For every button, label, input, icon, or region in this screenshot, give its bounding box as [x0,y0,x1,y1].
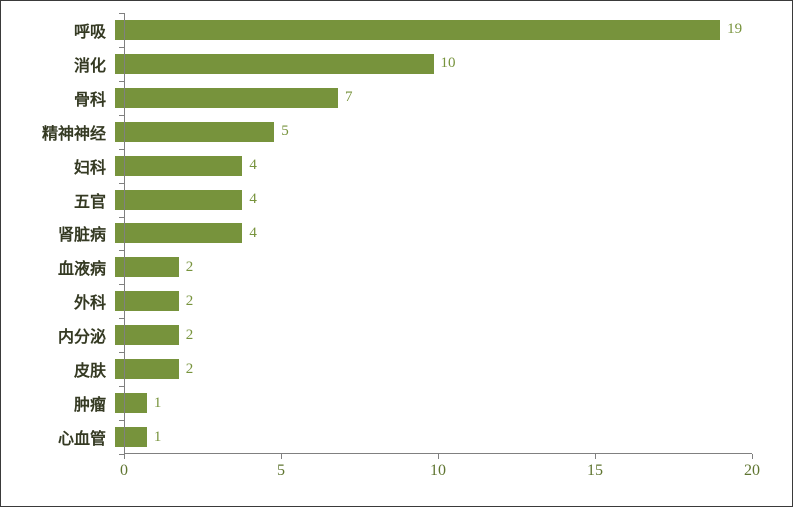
y-axis-tick-mark [119,352,124,354]
bar-track: 1 [115,386,752,420]
x-axis-tick-label: 10 [430,462,446,479]
chart-row: 肾脏病 4 [15,217,752,251]
bar-track: 2 [115,250,752,284]
y-axis-tick-mark [119,46,124,48]
bar-track: 4 [115,149,752,183]
y-axis-tick-mark [119,386,124,388]
x-axis-ticks: 0 5 10 15 20 [120,454,760,506]
y-axis-tick-mark [119,13,124,14]
chart-row: 血液病 2 [15,250,752,284]
category-label: 心血管 [57,431,106,449]
category-label: 消化 [73,57,106,75]
y-axis-tick-mark [119,250,124,252]
category-label: 肾脏病 [57,227,106,245]
chart-row: 妇科 4 [15,149,752,183]
y-axis-tick-mark [119,80,124,82]
value-label: 2 [185,258,194,275]
y-axis-tick-mark [119,318,124,320]
bar-track: 2 [115,318,752,352]
value-label: 1 [153,428,162,445]
x-axis-tick-label: 5 [277,462,285,479]
bar-track: 10 [115,47,752,81]
y-axis-tick-mark [119,216,124,218]
value-label: 4 [249,224,257,241]
category-label: 精神神经 [41,125,106,143]
category-label: 肿瘤 [73,397,106,415]
value-label: 4 [249,191,257,208]
value-label: 4 [249,157,257,174]
value-label: 2 [185,326,194,343]
category-label: 骨科 [73,91,106,109]
value-label: 2 [185,292,194,309]
x-axis-tick-mark [281,454,282,459]
y-axis-tick-mark [119,182,124,184]
chart-row: 消化 10 [15,47,752,81]
chart-row: 呼吸 19 [15,13,752,47]
bar [115,291,179,312]
x-axis-tick-label: 15 [587,462,603,479]
value-label: 7 [344,89,353,106]
x-axis-tick-mark [438,454,439,459]
x-axis-tick-mark [595,454,596,459]
category-label: 血液病 [57,261,106,279]
chart-row: 内分泌 2 [15,318,752,352]
category-label: 外科 [73,295,106,313]
y-axis-tick-mark [119,148,124,150]
y-axis-tick-mark [119,420,124,422]
category-label: 妇科 [73,159,106,177]
y-axis-tick-mark [119,454,124,455]
chart-row: 精神神经 5 [15,115,752,149]
value-label: 2 [185,360,194,377]
bar-track: 1 [115,420,752,454]
bar [115,19,721,40]
x-axis-tick-mark [752,454,753,459]
y-axis-tick-mark [119,284,124,286]
category-label: 皮肤 [73,363,106,381]
chart-row: 骨科 7 [15,81,752,115]
value-label: 19 [727,21,743,38]
bar [115,257,179,278]
bar [115,393,147,414]
x-axis-tick-mark [124,454,125,459]
value-label: 5 [281,123,289,140]
bar [115,53,434,74]
chart-row: 肿瘤 1 [15,386,752,420]
bar-track: 2 [115,284,752,318]
x-axis-tick-label: 0 [120,462,128,479]
bar [115,155,243,176]
bar-track: 5 [115,115,752,149]
bar [115,427,147,448]
x-axis-tick-label: 20 [744,462,760,479]
category-label: 呼吸 [73,23,106,41]
bar [115,121,275,142]
y-axis-line [124,13,125,454]
chart-row: 心血管 1 [15,420,752,454]
y-axis-tick-marks [119,13,124,455]
value-label: 1 [153,394,162,411]
bar [115,223,243,244]
chart-row: 皮肤 2 [15,352,752,386]
bar-track: 19 [115,13,752,47]
bar [115,325,179,346]
bar [115,87,338,108]
x-axis-line [124,453,752,454]
bar-track: 2 [115,352,752,386]
category-label: 内分泌 [57,329,106,347]
bar [115,189,243,210]
bar-track: 4 [115,217,752,251]
chart-row: 五官 4 [15,183,752,217]
chart-row: 外科 2 [15,284,752,318]
value-label: 10 [440,55,456,72]
y-axis-tick-mark [119,114,124,116]
category-label: 五官 [73,193,106,211]
bar [115,359,179,380]
bar-track: 4 [115,183,752,217]
bar-track: 7 [115,81,752,115]
chart-rows: 呼吸 19 消化 10 骨科 7 精神神经 5 妇科 4 五官 4 肾脏病 4 血液病 2 外科 2 内分泌 2 皮肤 2… [15,13,752,454]
